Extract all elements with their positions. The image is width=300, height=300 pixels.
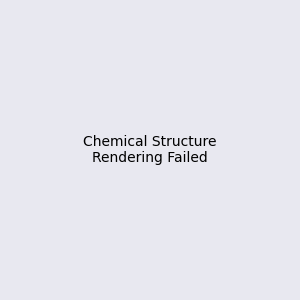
Text: Chemical Structure
Rendering Failed: Chemical Structure Rendering Failed	[83, 135, 217, 165]
